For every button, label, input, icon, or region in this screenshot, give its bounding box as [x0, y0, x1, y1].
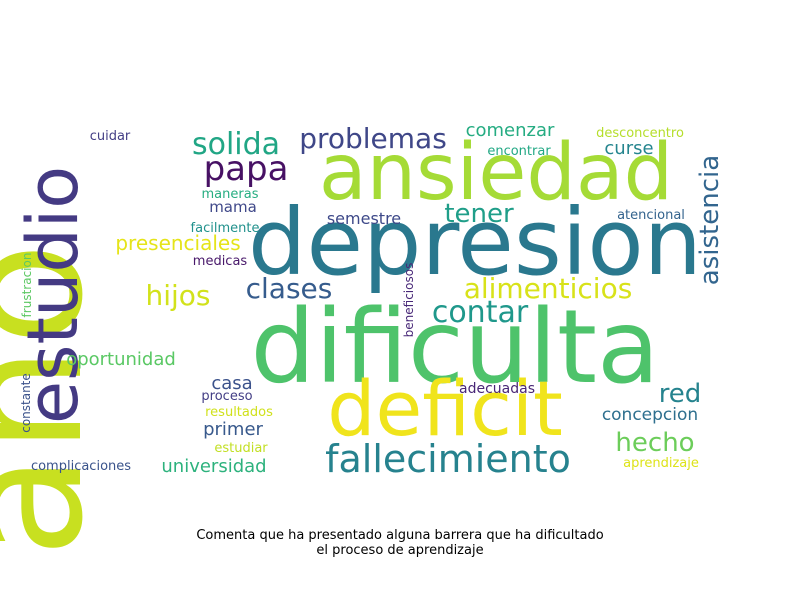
cloud-word: comenzar	[466, 120, 555, 141]
cloud-word: maneras	[202, 187, 259, 202]
cloud-word: clases	[246, 272, 333, 305]
cloud-word: solida	[192, 127, 280, 162]
cloud-word: año	[0, 242, 121, 558]
cloud-word: complicaciones	[31, 459, 131, 474]
cloud-word: hijos	[145, 279, 210, 312]
figure-caption: Comenta que ha presentado alguna barrera…	[0, 528, 800, 558]
cloud-word: encontrar	[487, 144, 551, 159]
cloud-word: medicas	[193, 254, 248, 269]
cloud-word: depresion	[248, 189, 702, 296]
caption-line-2: el proceso de aprendizaje	[316, 543, 484, 558]
cloud-word: aprendizaje	[623, 456, 699, 471]
cloud-word: curse	[604, 138, 653, 159]
cloud-word: tener	[444, 199, 514, 229]
cloud-word: concepcion	[602, 405, 698, 425]
cloud-word: papa	[204, 149, 289, 189]
cloud-word: casa	[211, 373, 252, 394]
cloud-word: oportunidad	[66, 349, 176, 370]
cloud-word: facilmente	[191, 221, 260, 236]
cloud-word: beneficiosos	[402, 263, 416, 338]
cloud-word: universidad	[161, 456, 266, 477]
caption-line-1: Comenta que ha presentado alguna barrera…	[196, 528, 604, 543]
cloud-word: desconcentro	[596, 126, 684, 141]
cloud-word: ansiedad	[319, 128, 673, 218]
cloud-word: constante	[19, 373, 33, 433]
cloud-word: fallecimiento	[325, 437, 571, 481]
cloud-word: estudiar	[214, 441, 268, 456]
cloud-word: primer	[203, 419, 263, 440]
cloud-word: problemas	[299, 122, 447, 155]
cloud-word: alimenticios	[464, 272, 633, 305]
cloud-word: hecho	[615, 428, 694, 458]
cloud-word: dificulta	[251, 288, 660, 407]
cloud-word: estudio	[12, 166, 94, 424]
cloud-word: red	[659, 379, 702, 409]
cloud-word: resultados	[205, 405, 273, 420]
cloud-word: adecuadas	[459, 381, 535, 397]
cloud-word: asistencia	[695, 155, 725, 285]
cloud-word: cuidar	[90, 129, 131, 144]
cloud-word: deficit	[327, 364, 563, 453]
cloud-word: semestre	[327, 209, 401, 228]
cloud-word: proceso	[201, 389, 252, 404]
cloud-word: presenciales	[115, 231, 240, 255]
cloud-word: frustracion	[20, 253, 34, 318]
cloud-word: atencional	[617, 208, 685, 223]
cloud-word: mama	[209, 198, 257, 216]
cloud-word: contar	[432, 295, 529, 330]
